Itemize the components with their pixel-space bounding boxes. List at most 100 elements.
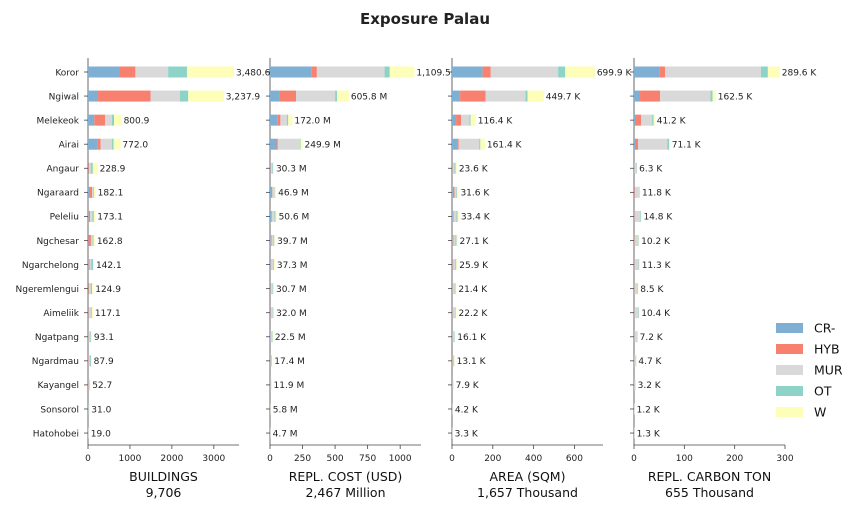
value-label-ngarchelong: 37.3 M	[277, 261, 308, 271]
bar-w-koror	[767, 66, 780, 78]
value-label-aimeliik: 10.4 K	[641, 309, 671, 319]
bar-mur-ngaraard	[634, 186, 639, 198]
bar-hyb-ngeremlengui	[88, 283, 90, 295]
bar-ot-ngaraard	[456, 186, 458, 198]
panel-repl-cost-usd: 1,109.5 605.8 M 172.0 M 249.9 M 30.3 M 46.9 M…	[266, 58, 451, 500]
x-tick-label: 3000	[202, 454, 225, 464]
bar-hyb-ngaraard	[634, 186, 635, 198]
bar-ot-ngiwal	[710, 90, 713, 102]
bar-mur-ngeremlengui	[634, 283, 638, 295]
bar-w-melekeok	[470, 114, 476, 126]
bar-ot-ngarchelong	[455, 259, 457, 271]
bar-ot-ngaraard	[274, 186, 275, 198]
bar-ot-ngarchelong	[638, 259, 640, 271]
category-label-ngchesar: Ngchesar	[36, 237, 79, 247]
bar-ot-airai	[667, 138, 670, 150]
x-axis-total: 2,467 Million	[305, 485, 385, 500]
value-label-ngiwal: 449.7 K	[546, 92, 582, 102]
category-label-ngiwal: Ngiwal	[49, 92, 79, 102]
bar-w-melekeok	[114, 114, 122, 126]
bar-w-ngardmau	[91, 355, 92, 367]
value-label-ngardmau: 13.1 K	[457, 357, 487, 367]
value-label-aimeliik: 22.2 K	[459, 309, 489, 319]
value-label-sonsorol: 5.8 M	[273, 405, 298, 415]
bar-hyb-airai	[636, 138, 639, 150]
value-label-kayangel: 52.7	[92, 381, 112, 391]
bar-ot-aimeliik	[90, 307, 92, 319]
value-label-ngatpang: 7.2 K	[640, 333, 664, 343]
legend: CR- HYB MUR OT W	[776, 321, 843, 420]
bar-ot-aimeliik	[272, 307, 274, 319]
x-tick-label: 1000	[389, 454, 412, 464]
value-label-melekeok: 172.0 M	[294, 116, 330, 126]
bar-w-aimeliik	[455, 307, 457, 319]
value-label-ngchesar: 27.1 K	[460, 237, 490, 247]
chart-title: Exposure Palau	[360, 10, 490, 28]
bar-mur-kayangel	[634, 379, 636, 391]
bar-hyb-peleliu	[271, 210, 272, 222]
bar-mur-ngiwal	[150, 90, 180, 102]
bar-mur-ngatpang	[88, 331, 90, 343]
bar-mur-airai	[458, 138, 480, 150]
value-label-ngaraard: 46.9 M	[278, 189, 309, 199]
bar-cr-ngiwal	[88, 90, 99, 102]
bar-mur-ngeremlengui	[271, 283, 273, 295]
x-tick-label: 0	[85, 454, 91, 464]
value-label-ngardmau: 4.7 K	[638, 357, 662, 367]
bar-w-koror	[565, 66, 595, 78]
bar-ot-ngaraard	[93, 186, 95, 198]
bar-ot-ngatpang	[89, 331, 91, 343]
value-label-ngaraard: 182.1	[98, 189, 124, 199]
bar-mur-angaur	[89, 162, 91, 174]
x-tick-label: 750	[359, 454, 376, 464]
bar-cr-ngaraard	[88, 186, 90, 198]
bar-mur-aimeliik	[634, 307, 639, 319]
bar-ot-melekeok	[652, 114, 654, 126]
x-axis-total: 9,706	[146, 485, 182, 500]
legend-label: CR-	[814, 321, 835, 336]
value-label-ngeremlengui: 21.4 K	[458, 285, 488, 295]
category-label-ngaraard: Ngaraard	[37, 189, 79, 199]
bar-w-ngeremlengui	[273, 283, 274, 295]
bar-mur-angaur	[452, 162, 455, 174]
bar-ot-ngiwal	[179, 90, 189, 102]
bar-w-ngarchelong	[456, 259, 458, 271]
bar-cr-ngeremlengui	[270, 283, 271, 295]
legend-item-mur: MUR	[776, 363, 843, 378]
bar-w-melekeok	[653, 114, 655, 126]
bar-cr-melekeok	[634, 114, 637, 126]
x-tick-label: 2000	[160, 454, 183, 464]
bar-mur-melekeok	[641, 114, 653, 126]
bar-ot-peleliu	[640, 210, 641, 222]
bar-cr-melekeok	[88, 114, 95, 126]
bar-mur-ngatpang	[270, 331, 272, 343]
bar-w-peleliu	[640, 210, 642, 222]
bar-hyb-ngarchelong	[270, 259, 272, 271]
value-label-ngaraard: 11.8 K	[642, 189, 672, 199]
bar-w-ngarchelong	[93, 259, 94, 271]
value-label-ngchesar: 39.7 M	[277, 237, 308, 247]
bar-w-ngaraard	[457, 186, 459, 198]
bar-w-airai	[480, 138, 485, 150]
value-label-ngatpang: 22.5 M	[275, 333, 306, 343]
bar-ot-ngchesar	[273, 234, 275, 246]
bar-ot-ngeremlengui	[272, 283, 274, 295]
value-label-ngchesar: 162.8	[97, 237, 123, 247]
bar-cr-airai	[634, 138, 637, 150]
bar-ot-koror	[760, 66, 768, 78]
bar-mur-ngiwal	[660, 90, 711, 102]
bar-mur-sonsorol	[88, 403, 89, 415]
bar-ot-koror	[384, 66, 390, 78]
bar-hyb-aimeliik	[88, 307, 89, 319]
bar-mur-ngchesar	[271, 234, 274, 246]
bar-mur-peleliu	[634, 210, 641, 222]
bar-mur-koror	[665, 66, 761, 78]
bar-ot-ngeremlengui	[637, 283, 638, 295]
bar-mur-koror	[490, 66, 559, 78]
x-tick-label: 100	[676, 454, 693, 464]
bar-cr-ngchesar	[452, 234, 453, 246]
value-label-koror: 699.9 K	[597, 68, 633, 78]
bar-w-peleliu	[93, 210, 96, 222]
bar-ot-angaur	[272, 162, 274, 174]
bar-ot-ngiwal	[335, 90, 338, 102]
